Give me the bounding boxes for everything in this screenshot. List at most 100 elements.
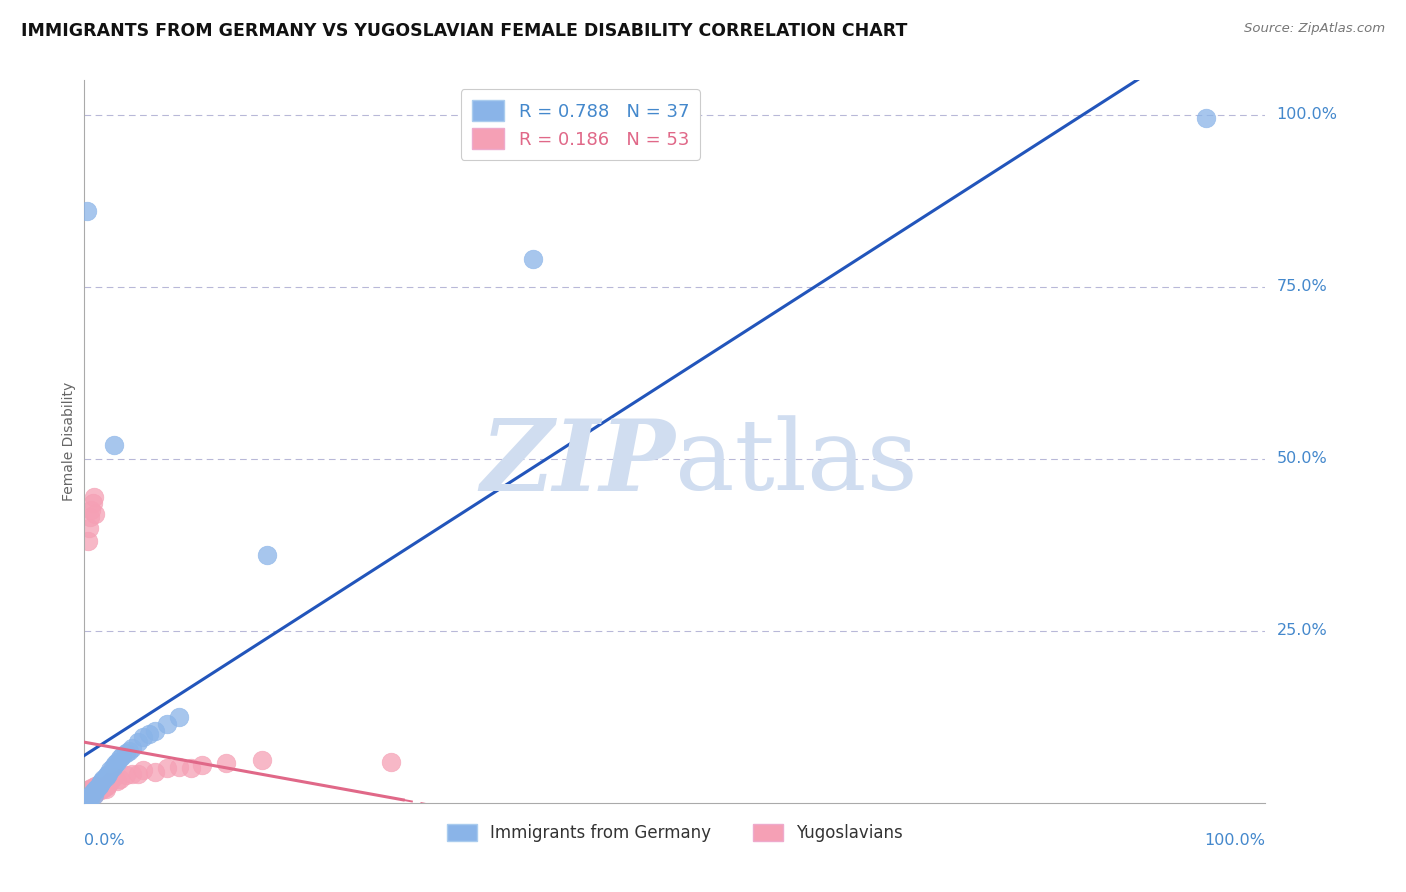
Point: [121, 767, 143, 781]
Point: [98, 763, 121, 777]
Point: [215, 756, 238, 770]
Point: [104, 757, 127, 772]
Point: [522, 252, 544, 267]
Point: [76, 785, 98, 799]
Text: 100.0%: 100.0%: [1277, 107, 1337, 122]
Point: [91, 772, 114, 786]
Point: [98, 775, 121, 789]
Point: [138, 727, 160, 741]
Text: 50.0%: 50.0%: [1277, 451, 1327, 467]
Point: [77, 789, 100, 803]
Text: ZIP: ZIP: [479, 415, 675, 511]
Point: [84, 783, 107, 797]
Point: [101, 760, 124, 774]
Point: [143, 764, 166, 779]
Text: IMMIGRANTS FROM GERMANY VS YUGOSLAVIAN FEMALE DISABILITY CORRELATION CHART: IMMIGRANTS FROM GERMANY VS YUGOSLAVIAN F…: [21, 22, 907, 40]
Legend: Immigrants from Germany, Yugoslavians: Immigrants from Germany, Yugoslavians: [440, 817, 910, 848]
Point: [77, 788, 100, 802]
Point: [256, 548, 278, 562]
Point: [127, 767, 149, 781]
Text: 0.0%: 0.0%: [84, 833, 125, 848]
Point: [107, 773, 129, 788]
Point: [91, 780, 114, 795]
Point: [80, 503, 103, 517]
Text: Source: ZipAtlas.com: Source: ZipAtlas.com: [1244, 22, 1385, 36]
Text: atlas: atlas: [675, 416, 918, 511]
Point: [89, 776, 111, 790]
Point: [114, 768, 136, 782]
Point: [91, 773, 114, 788]
Point: [77, 520, 100, 534]
Point: [118, 743, 141, 757]
Point: [84, 779, 107, 793]
Point: [86, 780, 108, 795]
Point: [77, 534, 100, 549]
Text: 75.0%: 75.0%: [1277, 279, 1327, 294]
Point: [80, 780, 103, 795]
Point: [191, 758, 214, 772]
Point: [84, 507, 107, 521]
Point: [156, 716, 179, 731]
Point: [167, 760, 190, 774]
Point: [143, 723, 166, 738]
Y-axis label: Female Disability: Female Disability: [62, 382, 76, 501]
Point: [76, 204, 98, 219]
Point: [84, 783, 107, 797]
Point: [90, 783, 112, 797]
Point: [96, 768, 118, 782]
Point: [121, 740, 143, 755]
Point: [91, 779, 114, 793]
Point: [84, 785, 107, 799]
Point: [127, 735, 149, 749]
Point: [94, 782, 117, 797]
Point: [108, 751, 131, 765]
Point: [83, 788, 105, 802]
Point: [82, 785, 104, 799]
Point: [75, 790, 97, 805]
Point: [167, 710, 190, 724]
Point: [86, 782, 108, 797]
Point: [79, 782, 101, 797]
Point: [132, 731, 155, 745]
Point: [93, 780, 115, 795]
Point: [79, 789, 101, 803]
Point: [156, 761, 179, 775]
Point: [103, 438, 125, 452]
Text: 100.0%: 100.0%: [1205, 833, 1265, 848]
Point: [80, 788, 103, 802]
Point: [97, 767, 120, 781]
Point: [80, 785, 103, 799]
Point: [96, 779, 118, 793]
Point: [132, 763, 155, 777]
Point: [1195, 111, 1218, 125]
Point: [82, 785, 104, 799]
Point: [76, 789, 98, 803]
Point: [87, 779, 110, 793]
Point: [250, 753, 273, 767]
Point: [77, 783, 100, 797]
Point: [79, 792, 101, 806]
Point: [83, 780, 105, 795]
Text: 25.0%: 25.0%: [1277, 624, 1327, 639]
Point: [107, 755, 129, 769]
Point: [79, 510, 101, 524]
Point: [180, 761, 202, 775]
Point: [380, 755, 402, 769]
Point: [97, 776, 120, 790]
Point: [108, 772, 131, 786]
Point: [82, 496, 104, 510]
Point: [84, 779, 107, 793]
Point: [83, 788, 105, 802]
Point: [89, 780, 111, 795]
Point: [79, 788, 101, 802]
Point: [82, 782, 104, 797]
Point: [76, 789, 98, 803]
Point: [77, 790, 100, 805]
Point: [111, 749, 134, 764]
Point: [94, 770, 117, 784]
Point: [83, 490, 105, 504]
Point: [103, 770, 125, 784]
Point: [90, 775, 112, 789]
Point: [77, 785, 100, 799]
Point: [87, 783, 110, 797]
